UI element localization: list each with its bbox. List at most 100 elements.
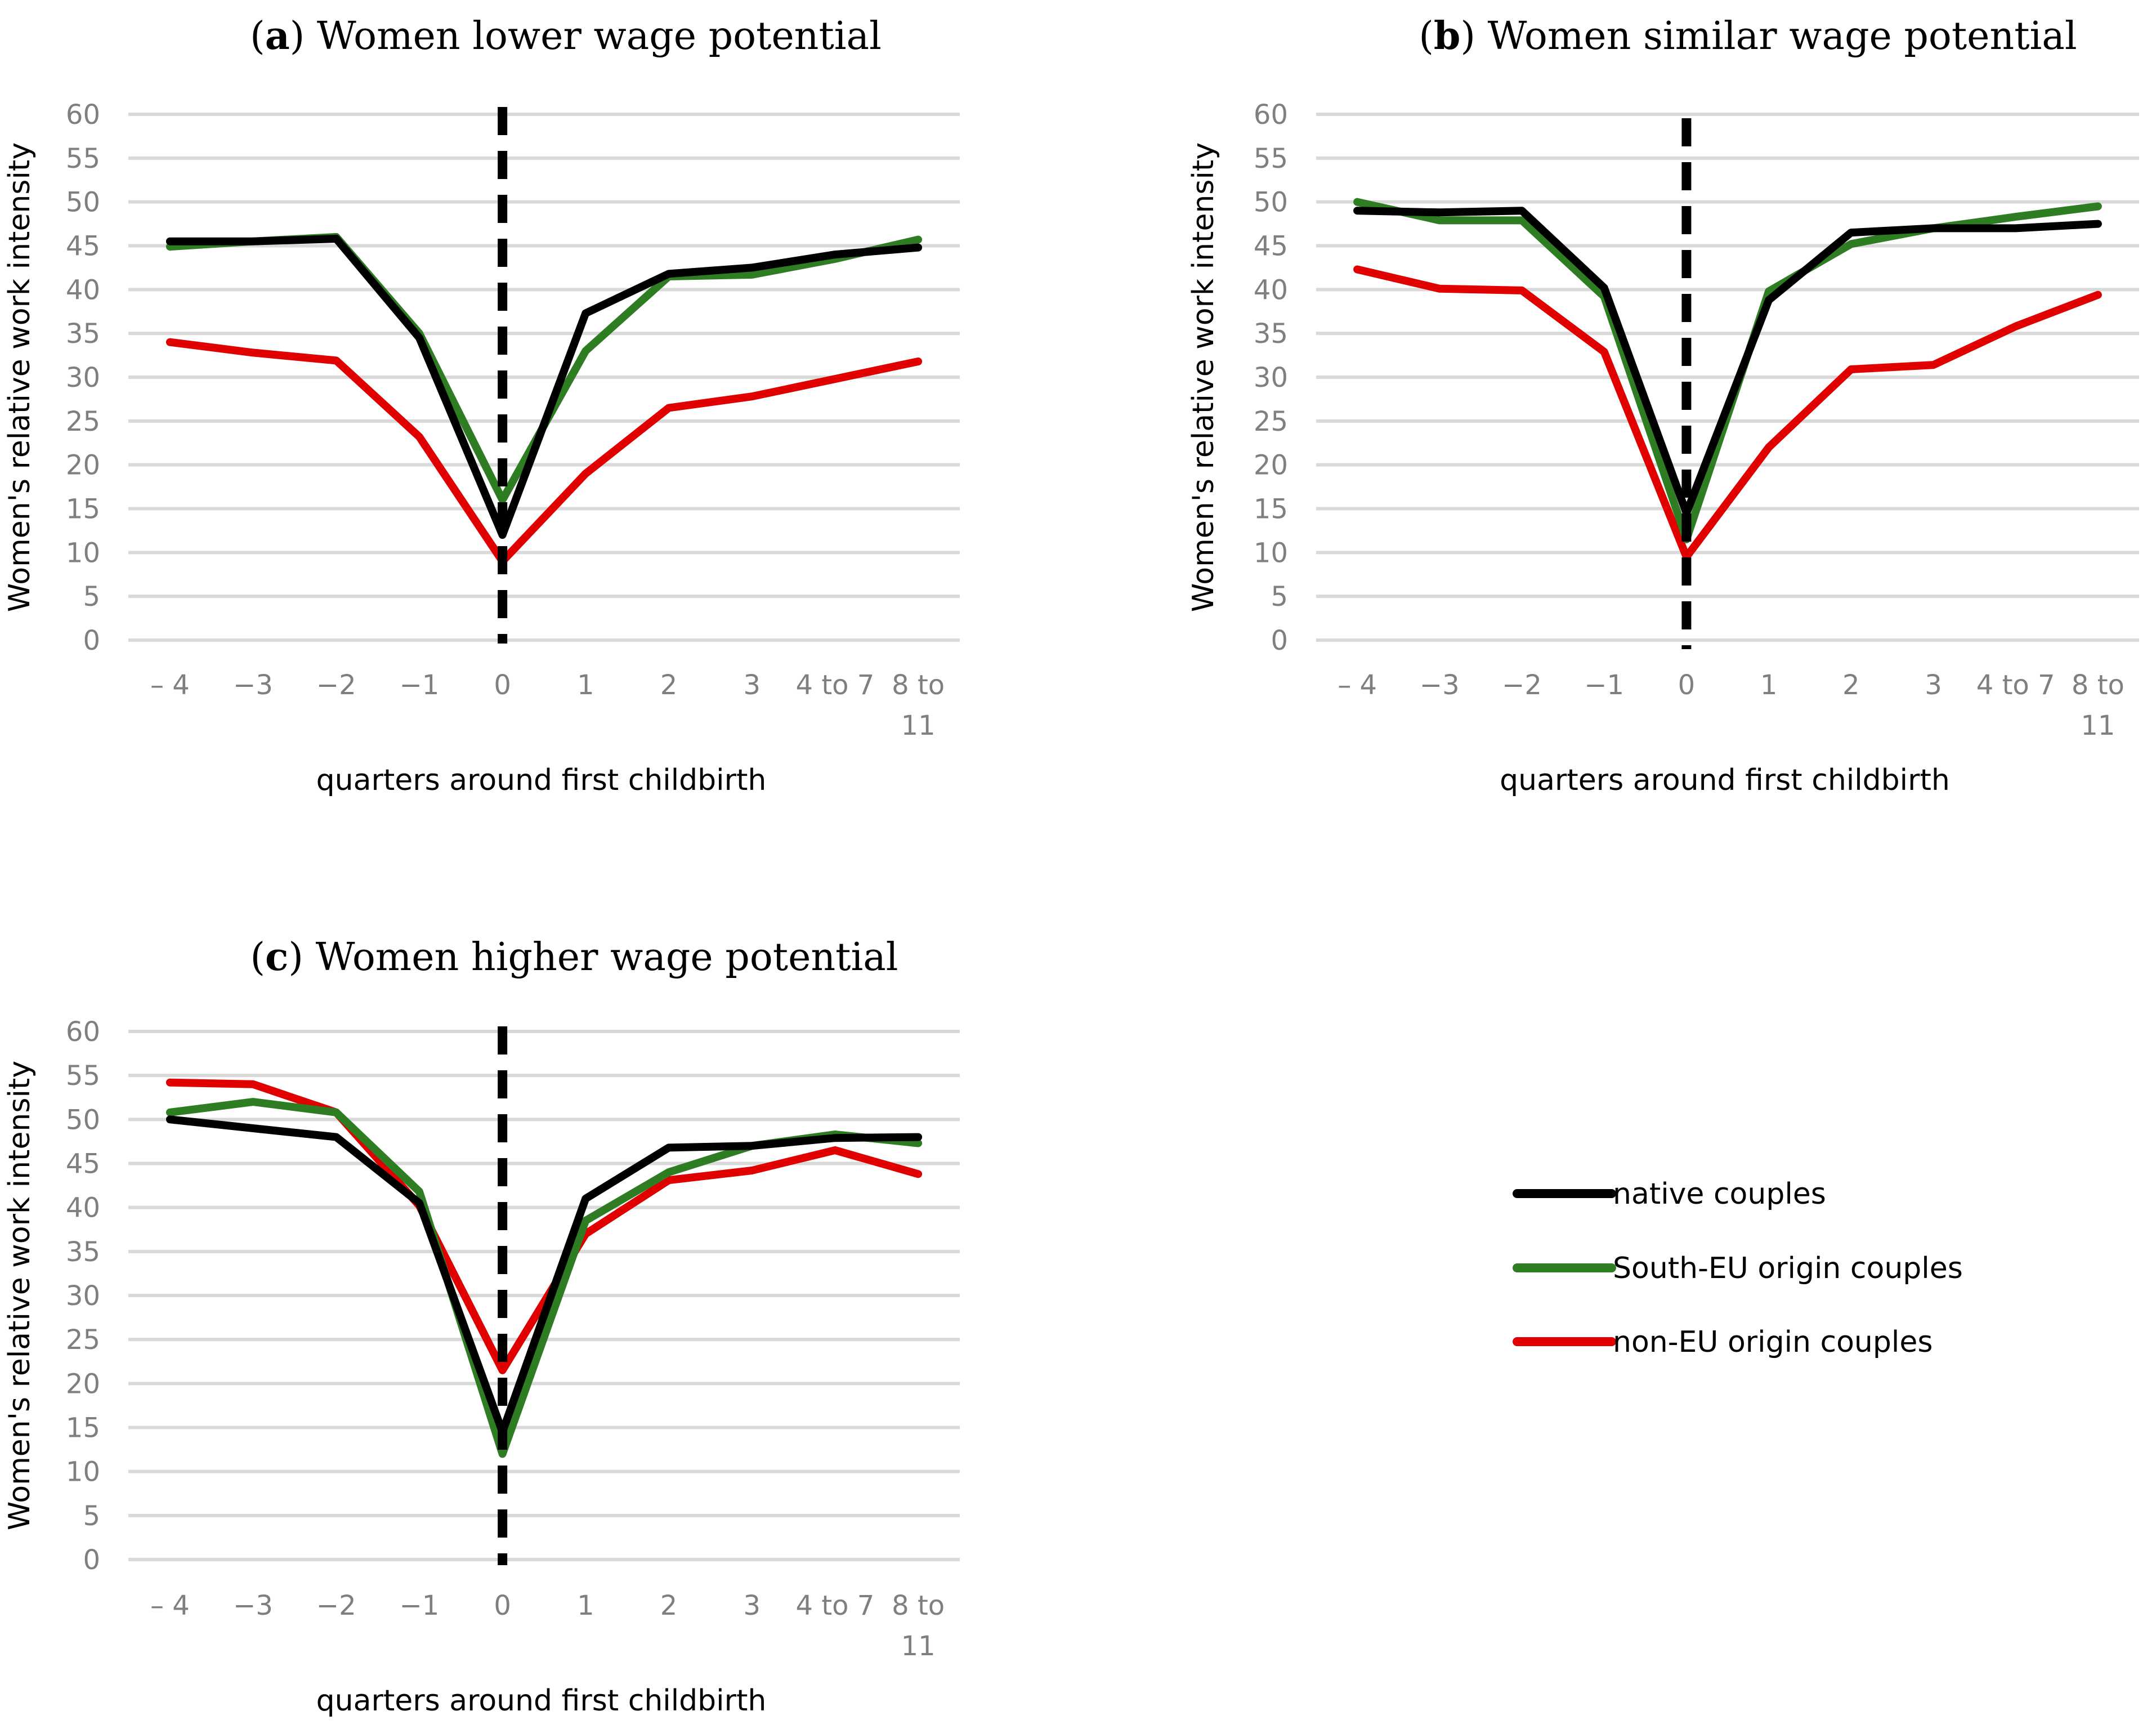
x-tick-label: 4 to 7 [796,1590,875,1621]
x-tick-label: 2 [1842,669,1860,701]
y-tick-label: 45 [1254,231,1288,262]
y-tick-label: 60 [66,1016,100,1048]
chart-title-letter: a [265,14,290,59]
y-tick-label: 5 [83,1500,100,1532]
y-tick-label: 55 [66,1060,100,1092]
y-tick-label: 5 [1271,581,1288,613]
series-native-couples [165,235,923,539]
y-tick-label: 15 [66,494,100,525]
y-tick-label: 25 [66,406,100,437]
legend: native couples South-EU origin couples non… [1513,1177,1963,1359]
y-tick-label: 25 [66,1324,100,1356]
x-tick-label: 11 [2081,710,2115,741]
y-tick-label: 40 [1254,274,1288,306]
y-tick-label: 55 [66,143,100,175]
x-tick-label: −1 [400,669,440,701]
y-tick-label: 0 [1271,625,1288,656]
y-tick-label: 35 [66,318,100,350]
series-south-eu-couples [165,233,923,504]
y-tick-label: 10 [66,1457,100,1488]
y-tick-label: 45 [66,231,100,262]
x-tick-label: −3 [233,1590,273,1621]
x-tick-label: 8 to [2072,669,2124,701]
y-tick-label: 0 [83,625,100,656]
chart-title-open: ( [1419,14,1434,59]
series-non-eu-couples [165,338,923,565]
x-tick-label: 1 [1760,669,1778,701]
x-axis-title: quarters around first childbirth [1500,763,1950,797]
y-tick-label: 20 [66,450,100,481]
x-tick-label: 0 [494,1590,511,1621]
y-tick-label: 30 [1254,362,1288,394]
y-tick-label: 20 [66,1368,100,1400]
y-tick-label: 45 [66,1149,100,1180]
x-tick-label: −2 [1502,669,1542,701]
legend-label: non-EU origin couples [1613,1325,1933,1359]
y-tick-label: 40 [66,274,100,306]
y-tick-label: 55 [1254,143,1288,175]
y-tick-label: 10 [66,537,100,569]
x-tick-label: 1 [577,1590,594,1621]
chart-title-close: ) [290,14,317,59]
x-tick-label: 3 [1925,669,1942,701]
series-south-eu-couples [1353,198,2102,543]
chart-title-text: Women lower wage potential [317,14,882,59]
chart-title-letter: b [1434,14,1461,59]
x-tick-label: 11 [901,710,936,741]
x-axis-title: quarters around first childbirth [316,1684,767,1718]
chart-title-text: Women similar wage potential [1488,14,2077,59]
y-tick-label: 0 [83,1544,100,1576]
chart-panel-a: (a) Women lower wage potential0510152025… [3,14,960,797]
x-tick-label: – 4 [150,1590,190,1621]
chart-panel-b: (b) Women similar wage potential05101520… [1187,14,2139,797]
series-native-couples [1353,207,2102,517]
chart-title: (c) Women higher wage potential [250,935,898,980]
x-tick-label: −2 [316,669,356,701]
x-tick-label: 0 [494,669,511,701]
y-tick-label: 60 [66,99,100,131]
y-tick-label: 50 [66,187,100,218]
x-tick-label: 3 [743,1590,761,1621]
y-axis-title: Women's relative work intensity [3,142,37,612]
y-tick-label: 5 [83,581,100,613]
legend-label: native couples [1613,1177,1826,1211]
x-tick-label: −1 [400,1590,440,1621]
y-tick-label: 20 [1254,450,1288,481]
chart-title: (b) Women similar wage potential [1419,14,2077,59]
x-tick-label: 2 [660,1590,678,1621]
x-tick-label: −2 [316,1590,356,1621]
chart-title-letter: c [265,935,288,980]
y-tick-label: 50 [66,1104,100,1136]
x-tick-label: 4 to 7 [1976,669,2055,701]
chart-title-close: ) [288,935,315,980]
x-tick-label: 8 to [892,669,945,701]
y-tick-label: 50 [1254,187,1288,218]
y-tick-label: 25 [1254,406,1288,437]
x-tick-label: 2 [660,669,678,701]
chart-title: (a) Women lower wage potential [250,14,882,59]
series-non-eu-couples [165,1078,923,1374]
y-tick-label: 10 [1254,537,1288,569]
x-tick-label: 4 to 7 [796,669,875,701]
chart-title-open: ( [250,935,265,980]
chart-panel-c: (c) Women higher wage potential051015202… [3,935,960,1718]
x-tick-label: 3 [743,669,761,701]
y-tick-label: 15 [1254,494,1288,525]
x-tick-label: – 4 [1338,669,1377,701]
y-axis-title: Women's relative work intensity [1187,142,1220,612]
x-tick-label: 8 to [892,1590,945,1621]
chart-title-text: Women higher wage potential [316,935,898,980]
y-tick-label: 30 [66,1280,100,1312]
series-non-eu-couples [1353,265,2102,561]
x-axis-title: quarters around first childbirth [316,763,767,797]
y-tick-label: 15 [66,1413,100,1444]
y-tick-label: 30 [66,362,100,394]
x-tick-label: 1 [577,669,594,701]
y-tick-label: 60 [1254,99,1288,131]
x-tick-label: 0 [1678,669,1696,701]
series-native-couples [165,1115,923,1436]
y-tick-label: 35 [66,1236,100,1268]
x-tick-label: – 4 [150,669,190,701]
y-tick-label: 35 [1254,318,1288,350]
